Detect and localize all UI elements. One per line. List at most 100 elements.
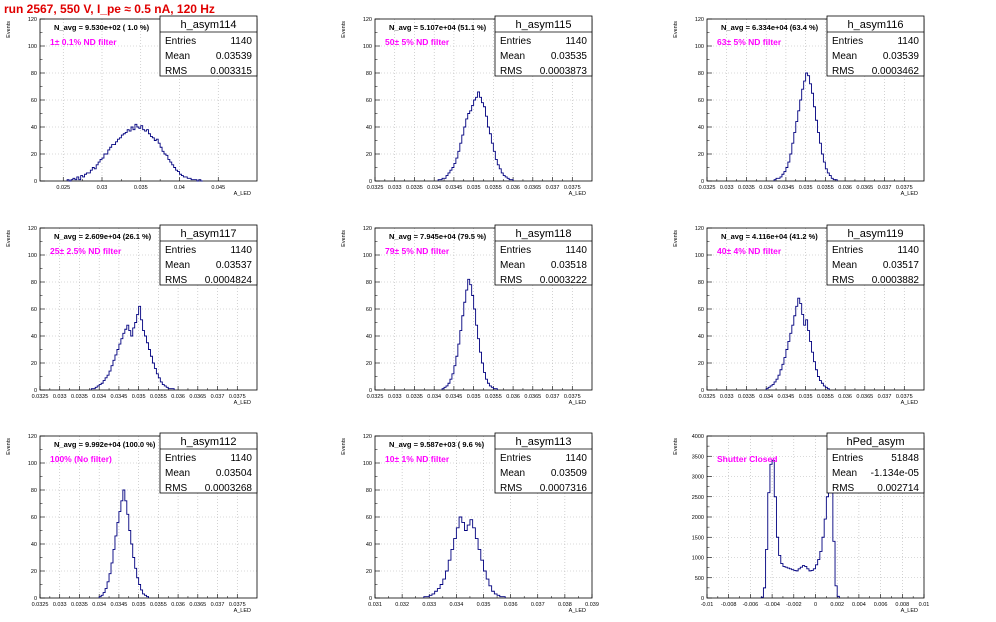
x-tick-label: 0.0375 [564,394,581,400]
stats-title: h_asym117 [180,228,236,240]
navg-label: N_avg = 4.116e+04 (41.2 %) [721,232,818,241]
x-tick-label: 0.025 [56,185,70,191]
x-tick-label: 0.035 [132,394,146,400]
x-tick-label: 0.035 [132,602,146,608]
stats-label: RMS [500,483,523,494]
x-tick-label: 0.0375 [896,185,913,191]
stats-title: h_asym118 [515,228,571,240]
x-tick-label: 0.035 [799,394,813,400]
x-axis-title: A_LED [234,191,251,197]
filter-label: 100% (No filter) [50,454,112,464]
stats-box [494,15,593,77]
x-tick-label: 0.0355 [150,394,167,400]
stats-value: 0.03537 [216,260,253,271]
x-tick-label: 0.0345 [110,602,127,608]
stats-label: Mean [832,51,857,62]
x-tick-label: 0.033 [53,394,67,400]
x-tick-label: 0.0335 [406,394,423,400]
stats-title: h_asym115 [515,19,571,31]
y-tick-label: 0 [369,179,372,185]
y-tick-label: 80 [698,280,704,286]
stats-title: h_asym119 [847,228,903,240]
filter-label: Shutter Closed [717,454,777,464]
x-tick-label: 0.035 [134,185,148,191]
y-tick-label: 100 [363,44,372,50]
y-tick-label: 20 [31,152,37,158]
x-tick-label: 0.0335 [71,602,88,608]
y-tick-label: 40 [31,125,37,131]
x-tick-label: 0.037 [211,602,225,608]
stats-title: h_asym113 [515,436,571,448]
stats-value: 0.03504 [216,468,253,479]
stats-value: 1140 [897,245,919,256]
x-tick-label: 0.038 [558,602,572,608]
stats-label: Mean [165,51,190,62]
x-tick-label: 0.0355 [817,394,834,400]
x-tick-label: 0.0335 [71,394,88,400]
stats-label: Entries [832,453,863,464]
x-tick-label: 0.002 [830,602,844,608]
y-tick-label: 20 [31,361,37,367]
y-axis-title: Events [341,21,347,38]
histogram-line [441,278,498,390]
y-tick-label: 0 [701,388,704,394]
x-tick-label: 0.0365 [189,394,206,400]
x-tick-label: 0.0365 [856,185,873,191]
stats-value: 0.0003222 [540,275,588,286]
y-tick-label: 100 [695,253,704,259]
navg-label: N_avg = 6.334e+04 (63.4 %) [721,23,819,32]
y-tick-label: 0 [34,179,37,185]
x-tick-label: 0.034 [759,185,773,191]
stats-label: Mean [832,468,857,479]
stats-label: Entries [165,245,196,256]
x-tick-label: 0.0365 [189,602,206,608]
stats-value: 0.03518 [551,260,588,271]
y-tick-label: 20 [698,152,704,158]
x-tick-label: 0.0375 [896,394,913,400]
x-tick-label: 0.01 [919,602,930,608]
x-tick-label: 0.008 [895,602,909,608]
y-axis-title: Events [6,21,12,38]
y-tick-label: 0 [701,596,704,602]
y-tick-label: 0 [369,596,372,602]
stats-value: 0.0004824 [205,275,253,286]
x-tick-label: 0.033 [422,602,436,608]
y-tick-label: 60 [366,98,372,104]
y-tick-label: 0 [34,388,37,394]
x-tick-label: 0.0365 [524,394,541,400]
stats-value: 0.0003882 [872,275,920,286]
navg-label: N_avg = 9.587e+03 ( 9.6 %) [389,440,485,449]
stats-label: Mean [165,468,190,479]
stats-value: 1140 [565,36,587,47]
x-axis-title: A_LED [901,191,918,197]
y-tick-label: 40 [366,125,372,131]
y-axis-title: Events [673,230,679,247]
stats-box [826,15,925,77]
navg-label: N_avg = 5.107e+04 (51.1 %) [389,23,487,32]
stats-box [494,432,593,494]
y-tick-label: 40 [698,125,704,131]
x-tick-label: 0.0375 [564,185,581,191]
stats-label: RMS [832,483,855,494]
y-tick-label: 100 [363,461,372,467]
y-tick-label: 80 [366,280,372,286]
y-tick-label: 100 [28,253,37,259]
y-tick-label: 3500 [692,454,704,460]
y-axis-title: Events [6,230,12,247]
y-tick-label: 60 [698,98,704,104]
stats-value: 1140 [897,36,919,47]
x-tick-label: 0.0375 [229,394,246,400]
x-tick-label: 0.0365 [524,185,541,191]
x-tick-label: 0.034 [449,602,463,608]
filter-label: 63± 5% ND filter [717,37,782,47]
x-tick-label: 0.033 [720,185,734,191]
y-axis-title: Events [673,438,679,455]
x-tick-label: 0.0355 [150,602,167,608]
y-tick-label: 20 [366,361,372,367]
stats-value: 0.03517 [883,260,920,271]
x-tick-label: 0.0335 [738,185,755,191]
y-tick-label: 0 [369,388,372,394]
stats-label: RMS [165,275,188,286]
stats-value: 1140 [230,453,252,464]
histogram-panel-hPed_asym: -0.01 -0.008 -0.006 -0.004 -0.002 0 0.002 0.004… [673,432,930,614]
